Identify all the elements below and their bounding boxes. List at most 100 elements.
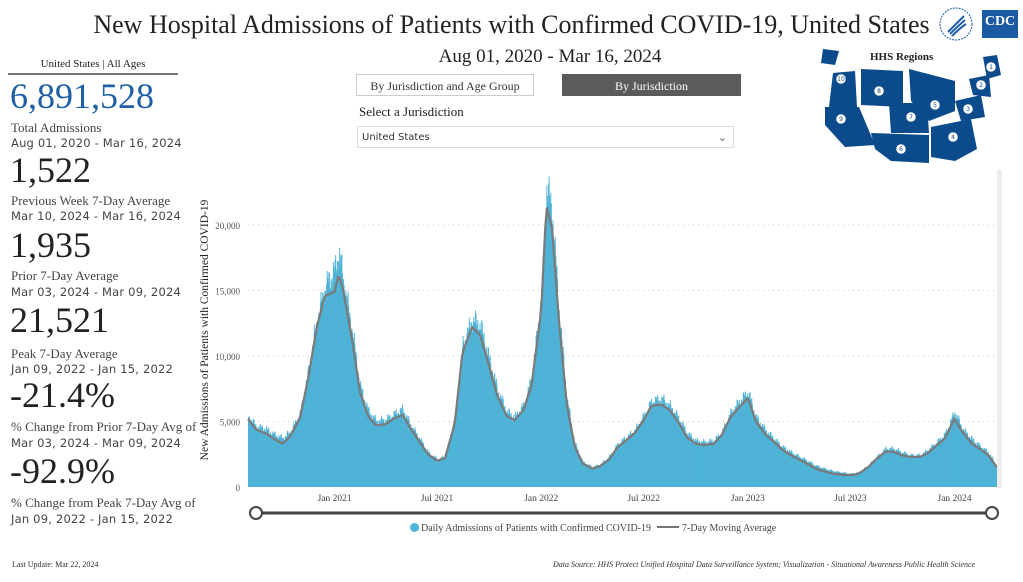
daily-bar — [407, 419, 409, 487]
daily-bar — [623, 437, 625, 487]
daily-bar — [956, 415, 958, 487]
daily-bar — [907, 456, 909, 487]
daily-bar — [900, 451, 902, 487]
daily-bar — [726, 422, 728, 487]
daily-bar — [612, 454, 614, 487]
daily-bar — [786, 450, 788, 487]
daily-bar — [759, 422, 761, 487]
daily-bar — [665, 402, 667, 487]
daily-bar — [866, 466, 868, 487]
daily-bar — [407, 418, 409, 487]
range-slider-end-handle[interactable] — [985, 506, 999, 520]
daily-bar — [968, 439, 970, 487]
daily-bar — [428, 452, 429, 487]
daily-bar — [990, 454, 992, 487]
daily-bar — [856, 472, 858, 487]
daily-bar — [644, 412, 646, 487]
daily-bar — [467, 327, 469, 487]
daily-bar — [960, 424, 962, 487]
daily-bar — [938, 440, 940, 487]
daily-bar — [448, 441, 450, 487]
daily-bar — [575, 443, 577, 487]
daily-bar — [498, 392, 500, 487]
daily-bar — [804, 459, 806, 487]
daily-bar — [576, 447, 578, 487]
tab-by-jurisdiction[interactable]: By Jurisdiction — [562, 74, 741, 96]
daily-bar — [344, 300, 346, 487]
daily-bar — [629, 435, 630, 487]
daily-bar — [807, 462, 809, 487]
daily-bar — [596, 464, 598, 487]
daily-bar — [504, 406, 506, 487]
daily-bar — [948, 427, 950, 487]
daily-bar — [933, 445, 934, 487]
hhs-regions-map[interactable]: 1 2 3 4 5 6 7 8 9 10 — [805, 45, 1005, 165]
daily-bar — [886, 449, 888, 487]
daily-bar — [837, 471, 839, 487]
chart-scrollbar[interactable] — [997, 170, 1002, 488]
daily-bar — [582, 458, 583, 487]
daily-bar — [454, 414, 456, 487]
daily-bar — [840, 473, 842, 487]
daily-bar — [874, 459, 876, 487]
daily-bar — [779, 443, 781, 487]
region-5-shape[interactable] — [909, 69, 955, 121]
daily-bar — [285, 437, 287, 487]
range-slider-start-handle[interactable] — [249, 506, 263, 520]
daily-bar — [374, 416, 376, 487]
region-badge-10: 10 — [835, 73, 847, 85]
daily-bar — [637, 427, 639, 487]
alaska-shape[interactable] — [821, 49, 839, 65]
daily-bar — [967, 436, 969, 487]
daily-bar — [636, 423, 638, 487]
daily-bar — [418, 438, 420, 487]
daily-bar — [814, 466, 816, 487]
daily-bar — [876, 457, 878, 487]
jurisdiction-select[interactable]: United States ⌄ — [357, 126, 734, 148]
daily-bar — [289, 436, 291, 487]
daily-bar — [679, 422, 681, 487]
daily-bar — [945, 431, 947, 487]
daily-bar — [942, 439, 944, 487]
daily-bar — [922, 455, 924, 487]
daily-bar — [554, 237, 556, 487]
daily-bar — [372, 415, 374, 487]
daily-bar — [442, 458, 444, 487]
daily-bar — [869, 465, 871, 487]
daily-bar — [953, 417, 955, 487]
daily-bar — [442, 456, 444, 487]
x-tick-label: Jul 2021 — [421, 494, 454, 504]
daily-bar — [960, 424, 962, 487]
daily-bar — [963, 432, 965, 487]
daily-bar — [450, 434, 452, 487]
daily-bar — [468, 328, 470, 487]
daily-bar — [389, 414, 391, 487]
daily-bar — [541, 273, 543, 487]
daily-bar — [647, 410, 649, 487]
daily-bar — [557, 278, 559, 487]
daily-bar — [614, 447, 616, 487]
daily-bar — [828, 470, 830, 487]
daily-bar — [584, 462, 586, 487]
daily-bar — [386, 422, 388, 487]
daily-bar — [324, 290, 326, 487]
daily-bar — [406, 415, 408, 487]
tab-by-jurisdiction-age-group[interactable]: By Jurisdiction and Age Group — [356, 74, 534, 96]
daily-bar — [306, 380, 308, 487]
daily-bar — [609, 455, 611, 487]
daily-bar — [797, 454, 799, 487]
daily-bar — [706, 444, 707, 487]
daily-bar — [264, 430, 266, 487]
daily-bar — [291, 431, 293, 487]
daily-bar — [635, 426, 637, 487]
svg-text:7: 7 — [909, 114, 913, 121]
daily-bar — [716, 435, 718, 487]
daily-bar — [917, 454, 919, 487]
daily-bar — [815, 466, 817, 487]
daily-bar — [618, 445, 620, 487]
daily-bar — [411, 429, 413, 487]
daily-bar — [899, 451, 901, 487]
daily-bar — [954, 412, 956, 487]
daily-bar — [574, 444, 576, 487]
daily-bar — [630, 433, 632, 487]
